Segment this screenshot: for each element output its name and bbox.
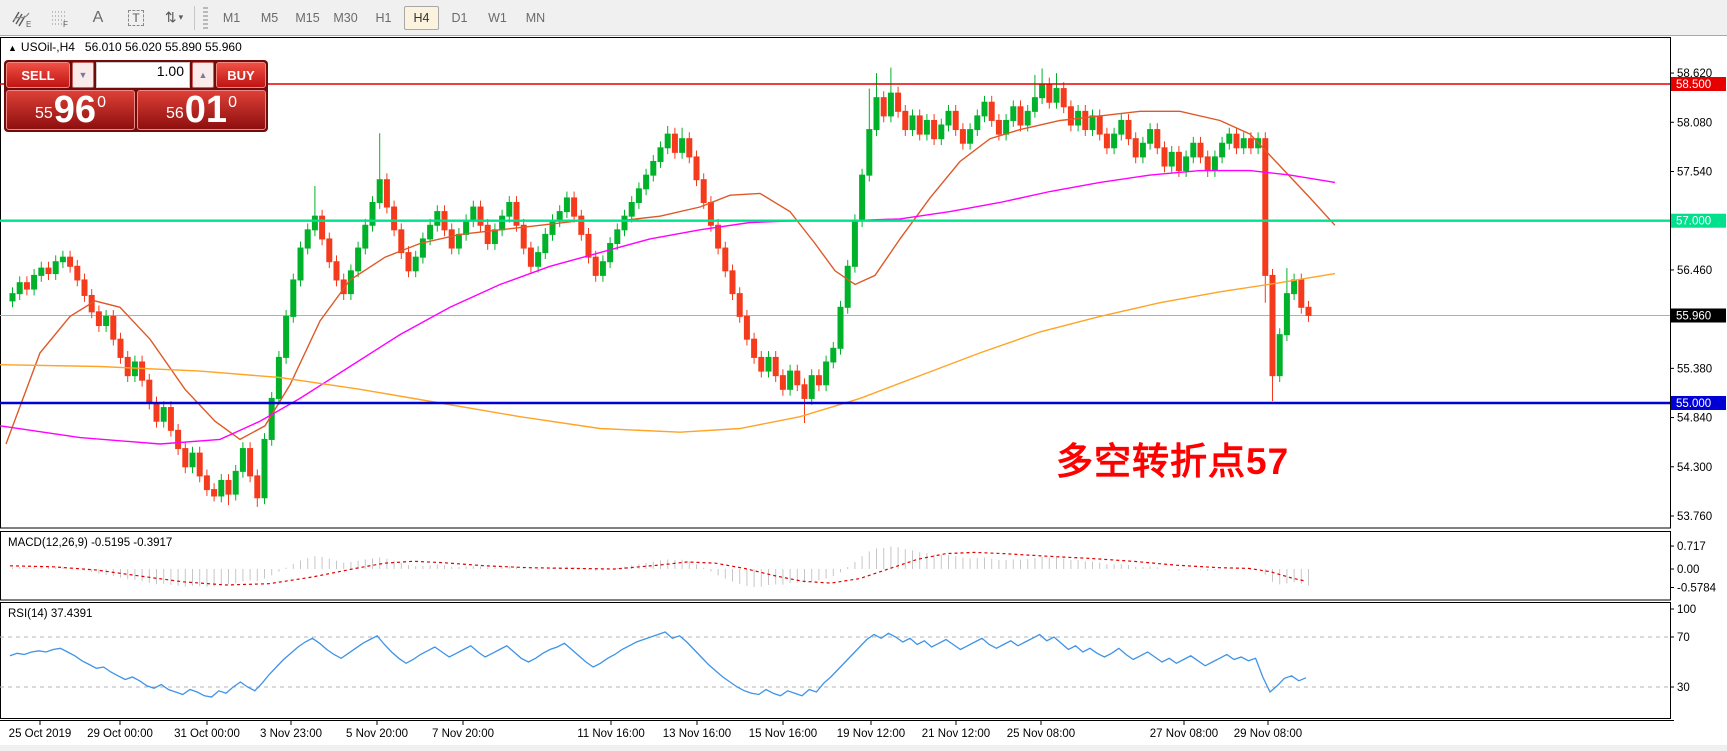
svg-text:58.620: 58.620 [1677, 68, 1712, 80]
svg-text:56.460: 56.460 [1677, 265, 1712, 277]
svg-text:100: 100 [1677, 604, 1696, 616]
label-icon[interactable]: T [124, 7, 148, 29]
buy-price-pips: 01 [184, 89, 228, 131]
svg-text:57.000: 57.000 [1676, 216, 1711, 228]
symbol-quote-text: USOil-,H4 56.010 56.020 55.890 55.960 [20, 40, 242, 54]
buy-price-button[interactable]: 56 01 0 [137, 90, 266, 130]
tf-button-m1[interactable]: M1 [222, 10, 241, 25]
svg-text:58.500: 58.500 [1676, 79, 1711, 91]
tf-button-h1[interactable]: H1 [375, 10, 392, 25]
macd-axis: 0.717 0.00 -0.5784 [1670, 541, 1717, 595]
ma-fast-red [5, 110, 1336, 445]
tf-button-w1[interactable]: W1 [488, 10, 507, 25]
svg-text:54.300: 54.300 [1677, 462, 1712, 474]
svg-text:70: 70 [1677, 632, 1690, 644]
sell-button[interactable]: SELL [6, 62, 70, 88]
symbol-info-line: ▲ USOil-,H4 56.010 56.020 55.890 55.960 [8, 40, 242, 54]
sell-price-pips: 96 [53, 89, 97, 131]
svg-text:55.000: 55.000 [1676, 398, 1711, 410]
time-axis[interactable]: 25 Oct 2019 29 Oct 00:00 31 Oct 00:00 3 Nov… [0, 720, 1674, 741]
toolbar-separator [194, 5, 195, 30]
sell-price-button[interactable]: 55 96 0 [6, 90, 135, 130]
indicators-icon[interactable]: E [10, 7, 34, 29]
horizontal-levels[interactable]: 58.500 57.000 55.000 [0, 77, 1726, 410]
arrows-dropdown-caret[interactable]: ▾ [178, 12, 184, 22]
sell-price-point: 0 [97, 94, 106, 111]
svg-text:29 Nov 08:00: 29 Nov 08:00 [1234, 728, 1302, 740]
tf-button-mn[interactable]: MN [525, 10, 546, 25]
rsi-axis: 100 70 30 [1670, 604, 1696, 694]
macd-pane[interactable] [9, 546, 1309, 587]
svg-text:15 Nov 16:00: 15 Nov 16:00 [749, 728, 817, 740]
svg-text:3 Nov 23:00: 3 Nov 23:00 [260, 728, 322, 740]
candlesticks[interactable] [9, 67, 1312, 507]
svg-text:25 Oct 2019: 25 Oct 2019 [9, 728, 72, 740]
svg-text:5 Nov 20:00: 5 Nov 20:00 [346, 728, 408, 740]
grid-icon[interactable]: F [48, 7, 72, 29]
chart-annotation-text: 多空转折点57 [1056, 441, 1290, 482]
panel-frames [0, 37, 1671, 719]
volume-decrease-button[interactable]: ▼ [72, 62, 94, 88]
svg-text:21 Nov 12:00: 21 Nov 12:00 [922, 728, 990, 740]
svg-text:0.00: 0.00 [1677, 564, 1699, 576]
volume-increase-button[interactable]: ▲ [192, 62, 214, 88]
tf-button-m5[interactable]: M5 [260, 10, 279, 25]
svg-text:58.080: 58.080 [1677, 117, 1712, 129]
buy-price-point: 0 [228, 94, 237, 111]
svg-text:13 Nov 16:00: 13 Nov 16:00 [663, 728, 731, 740]
svg-text:31 Oct 00:00: 31 Oct 00:00 [174, 728, 240, 740]
rsi-label: RSI(14) 37.4391 [8, 608, 93, 620]
arrows-icon[interactable]: ⇅ ▾ [164, 9, 184, 25]
window-bottom-strip [0, 745, 1727, 751]
svg-text:F: F [63, 20, 68, 28]
svg-text:57.540: 57.540 [1677, 166, 1712, 178]
svg-text:-0.5784: -0.5784 [1677, 583, 1717, 595]
ma-mid-magenta [0, 169, 1336, 445]
rsi-pane[interactable] [0, 631, 1670, 698]
macd-label: MACD(12,26,9) -0.5195 -0.3917 [8, 537, 173, 549]
drawing-tools-group: E F A T ⇅ ▾ [0, 7, 186, 29]
volume-input[interactable]: 1.00 [96, 62, 190, 88]
svg-text:0.717: 0.717 [1677, 541, 1706, 553]
ma-slow-orange [0, 272, 1336, 433]
sell-price-major: 55 [35, 105, 53, 122]
svg-text:19 Nov 12:00: 19 Nov 12:00 [837, 728, 905, 740]
svg-text:55.380: 55.380 [1677, 363, 1712, 375]
main-toolbar: E F A T ⇅ ▾ M1 M5 M15 M30 H1 H4 D1 W1 MN [0, 0, 1727, 36]
current-price-label: 55.960 [1671, 308, 1726, 323]
text-icon[interactable]: A [92, 8, 104, 26]
svg-text:54.840: 54.840 [1677, 413, 1712, 425]
toolbar-grip[interactable] [203, 6, 208, 29]
svg-text:27 Nov 08:00: 27 Nov 08:00 [1150, 728, 1218, 740]
svg-text:25 Nov 08:00: 25 Nov 08:00 [1007, 728, 1075, 740]
svg-text:29 Oct 00:00: 29 Oct 00:00 [87, 728, 153, 740]
buy-button[interactable]: BUY [216, 62, 266, 88]
svg-text:53.760: 53.760 [1677, 511, 1712, 523]
symbol-collapse-arrow[interactable]: ▲ [8, 43, 17, 53]
one-click-trade-panel: SELL ▼ 1.00 ▲ BUY 55 96 0 56 01 0 [4, 60, 268, 132]
tf-button-m15[interactable]: M15 [295, 10, 320, 25]
tf-button-m30[interactable]: M30 [333, 10, 358, 25]
svg-text:E: E [26, 20, 31, 28]
svg-text:30: 30 [1677, 682, 1690, 694]
price-axis: 58.620 58.080 57.540 56.460 55.380 54.840 54.3… [1670, 68, 1712, 523]
timeframe-group: M1 M5 M15 M30 H1 H4 D1 W1 MN [214, 5, 553, 30]
buy-price-major: 56 [166, 105, 184, 122]
svg-text:55.960: 55.960 [1676, 310, 1711, 322]
svg-text:11 Nov 16:00: 11 Nov 16:00 [577, 728, 645, 740]
tf-button-d1[interactable]: D1 [451, 10, 468, 25]
tf-button-h4[interactable]: H4 [404, 5, 439, 30]
svg-text:7 Nov 20:00: 7 Nov 20:00 [432, 728, 494, 740]
